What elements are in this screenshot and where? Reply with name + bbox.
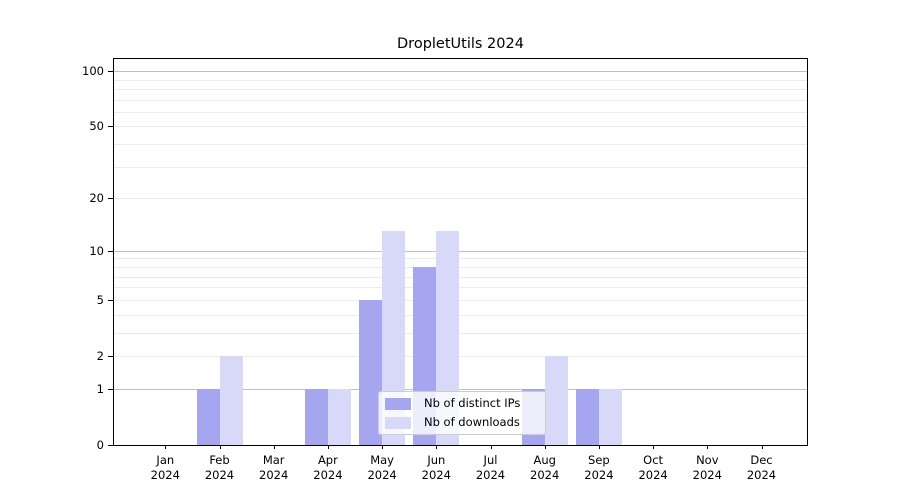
gridline-major [113,250,808,252]
gridline-minor [113,166,808,168]
gridline-minor [113,88,808,90]
gridline-minor [113,144,808,146]
y-tick-label: 50 [89,119,104,134]
x-tick-label: Mar 2024 [259,453,289,482]
legend-swatch-downloads [385,416,411,429]
x-tick-mark [761,445,763,449]
legend-item-distinct-ips: Nb of distinct IPs [385,397,537,410]
legend-swatch-distinct-ips [385,397,411,410]
x-tick-label: Feb 2024 [204,453,235,482]
legend-item-downloads: Nb of downloads [385,416,537,429]
gridline-minor [113,126,808,128]
chart-title: DropletUtils 2024 [397,36,524,52]
gridline-major [113,388,808,390]
y-tick-mark [108,388,113,390]
legend-label-distinct-ips: Nb of distinct IPs [424,396,521,410]
bar-downloads-aug [544,356,568,445]
bar-distinct-ips-apr [304,388,328,445]
y-tick-label: 1 [96,381,104,396]
y-tick-mark [108,356,113,357]
bar-downloads-apr [327,388,351,445]
y-tick-label: 5 [96,292,104,307]
x-tick-label: Nov 2024 [692,453,722,482]
gridline-minor [113,356,808,357]
bar-distinct-ips-sep [575,388,599,445]
y-tick-mark [108,299,113,301]
y-tick-label: 20 [89,191,104,206]
x-tick-mark [327,445,329,449]
y-tick-mark [108,71,113,72]
gridline-minor [113,299,808,301]
x-tick-label: Jul 2024 [475,453,506,482]
gridline-minor [113,79,808,81]
x-tick-mark [273,445,275,449]
gridline-minor [113,258,808,260]
y-tick-mark [108,250,113,252]
x-tick-mark [707,445,709,449]
gridline-minor [113,276,808,278]
y-tick-label: 0 [96,438,104,452]
y-tick-mark [108,445,113,446]
legend: Nb of distinct IPs Nb of downloads [378,391,546,435]
y-tick-mark [108,126,113,128]
x-tick-mark [544,445,546,449]
legend-label-downloads: Nb of downloads [424,415,520,429]
bar-distinct-ips-feb [196,388,220,445]
x-tick-label: Oct 2024 [638,453,668,482]
gridline-minor [113,314,808,316]
plot-frame [113,58,808,446]
gridline-major [113,71,808,72]
bar-downloads-sep [598,388,622,445]
bar-distinct-ips-may [359,299,383,445]
gridline-minor [113,198,808,200]
x-tick-label: May 2024 [367,453,397,482]
x-tick-mark [436,445,438,449]
x-tick-mark [382,445,384,449]
x-tick-mark [165,445,167,449]
x-tick-label: Apr 2024 [313,453,343,482]
x-tick-label: Sep 2024 [584,453,614,482]
x-tick-mark [653,445,655,449]
x-tick-mark [598,445,600,449]
gridline-minor [113,332,808,334]
x-tick-mark [490,445,492,449]
gridline-minor [113,266,808,268]
gridline-minor [113,111,808,113]
y-tick-label: 2 [96,349,104,363]
bar-downloads-feb [219,356,243,445]
x-tick-label: Jun 2024 [421,453,451,482]
y-tick-label: 100 [82,64,104,78]
x-tick-label: Jan 2024 [150,453,180,482]
x-tick-label: Aug 2024 [530,453,560,482]
y-tick-mark [108,198,113,200]
gridline-minor [113,287,808,289]
gridline-minor [113,99,808,101]
y-tick-label: 10 [89,243,104,258]
x-tick-label: Dec 2024 [746,453,777,482]
x-tick-mark [219,445,221,449]
